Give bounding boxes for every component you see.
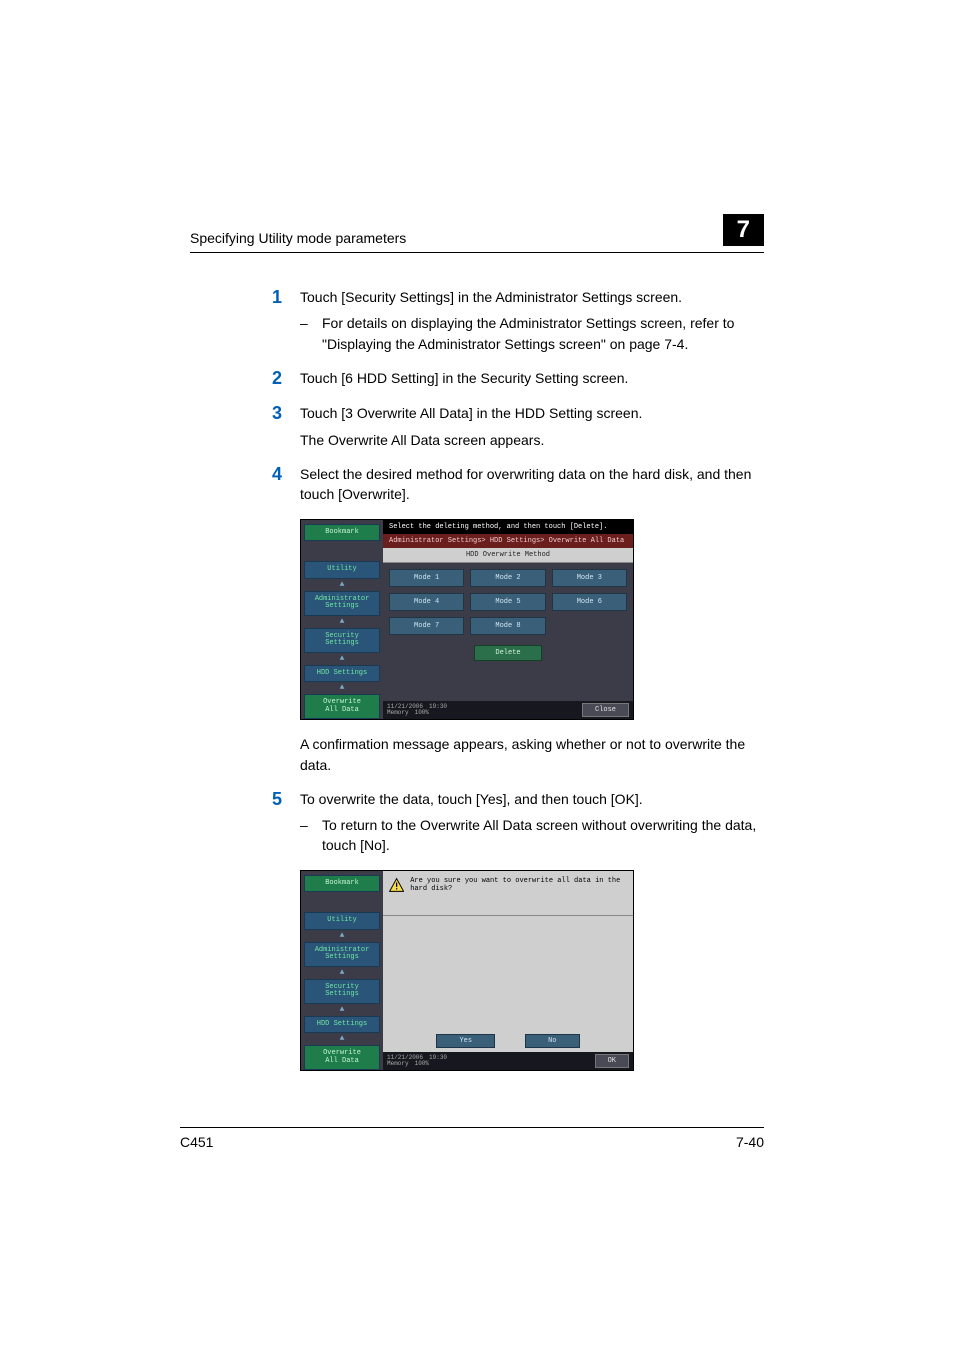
step: 1 Touch [Security Settings] in the Admin… — [190, 287, 764, 354]
panel-after-text-row: A confirmation message appears, asking w… — [190, 734, 764, 775]
step-sub: – To return to the Overwrite All Data sc… — [300, 815, 764, 856]
step-body: Touch [Security Settings] in the Adminis… — [300, 287, 764, 354]
sidebar-bookmark[interactable]: Bookmark — [304, 524, 380, 542]
mode-button[interactable]: Mode 5 — [470, 593, 545, 611]
step-text: Touch [Security Settings] in the Adminis… — [300, 287, 764, 307]
step-sub-text: To return to the Overwrite All Data scre… — [322, 815, 764, 856]
up-arrow-icon: ▲ — [340, 970, 345, 976]
step: 2 Touch [6 HDD Setting] in the Security … — [190, 368, 764, 390]
up-arrow-icon: ▲ — [340, 1036, 345, 1042]
delete-button[interactable]: Delete — [474, 645, 541, 661]
panel-body: Mode 1 Mode 2 Mode 3 Mode 4 Mode 5 Mode … — [383, 563, 633, 702]
footer-mem-val: 100% — [415, 710, 429, 716]
footer-mem-label: Memory — [387, 1061, 409, 1067]
step-body: To overwrite the data, touch [Yes], and … — [300, 789, 764, 856]
step-body: Touch [3 Overwrite All Data] in the HDD … — [300, 403, 764, 450]
sidebar-admin-settings[interactable]: Administrator Settings — [304, 942, 380, 967]
dash-icon: – — [300, 313, 322, 354]
step-number: 1 — [190, 287, 300, 354]
confirm-message-row: Are you sure you want to overwrite all d… — [383, 871, 633, 916]
steps-list: 1 Touch [Security Settings] in the Admin… — [190, 287, 764, 1071]
mode-button[interactable]: Mode 6 — [552, 593, 627, 611]
dash-icon: – — [300, 815, 322, 856]
mode-button[interactable]: Mode 3 — [552, 569, 627, 587]
ok-button[interactable]: OK — [595, 1054, 629, 1068]
footer-mem-val: 100% — [415, 1061, 429, 1067]
sidebar-hdd-settings[interactable]: HDD Settings — [304, 665, 380, 683]
sidebar-hdd-settings[interactable]: HDD Settings — [304, 1016, 380, 1034]
no-button[interactable]: No — [525, 1034, 579, 1048]
step-number: 4 — [190, 464, 300, 505]
page-footer: C451 7-40 — [180, 1127, 764, 1150]
up-arrow-icon: ▲ — [340, 933, 345, 939]
confirm-text: Are you sure you want to overwrite all d… — [410, 877, 627, 893]
up-arrow-icon: ▲ — [340, 582, 345, 588]
step-text-after: The Overwrite All Data screen appears. — [300, 430, 764, 450]
chapter-badge: 7 — [723, 214, 764, 246]
step: 3 Touch [3 Overwrite All Data] in the HD… — [190, 403, 764, 450]
sidebar-admin-settings[interactable]: Administrator Settings — [304, 591, 380, 616]
step-text: Select the desired method for overwritin… — [300, 464, 764, 505]
up-arrow-icon: ▲ — [340, 1007, 345, 1013]
header-title: Specifying Utility mode parameters — [190, 230, 406, 246]
mode-button[interactable]: Mode 4 — [389, 593, 464, 611]
up-arrow-icon: ▲ — [340, 685, 345, 691]
step: 5 To overwrite the data, touch [Yes], an… — [190, 789, 764, 856]
yes-button[interactable]: Yes — [436, 1034, 495, 1048]
sidebar-utility[interactable]: Utility — [304, 912, 380, 930]
sidebar-overwrite-all[interactable]: Overwrite All Data — [304, 694, 380, 719]
footer-mem-label: Memory — [387, 710, 409, 716]
page-header: Specifying Utility mode parameters 7 — [190, 214, 764, 253]
content-area: Specifying Utility mode parameters 7 1 T… — [190, 214, 764, 1085]
panel-footer: 11/21/2006 19:30 Memory 100% Close — [383, 701, 633, 719]
mode-button[interactable]: Mode 1 — [389, 569, 464, 587]
step-text: Touch [3 Overwrite All Data] in the HDD … — [300, 403, 764, 423]
step-text: To overwrite the data, touch [Yes], and … — [300, 789, 764, 809]
sidebar-security-settings[interactable]: Security Settings — [304, 628, 380, 653]
panel-main: Select the deleting method, and then tou… — [383, 520, 633, 720]
sidebar-overwrite-all[interactable]: Overwrite All Data — [304, 1045, 380, 1070]
step-number: 2 — [190, 368, 300, 390]
mode-button[interactable]: Mode 7 — [389, 617, 464, 635]
up-arrow-icon: ▲ — [340, 619, 345, 625]
footer-page-number: 7-40 — [736, 1134, 764, 1150]
panel-after-text: A confirmation message appears, asking w… — [300, 734, 764, 775]
step: 4 Select the desired method for overwrit… — [190, 464, 764, 505]
panel-instruction: Select the deleting method, and then tou… — [383, 520, 633, 534]
step-body: Touch [6 HDD Setting] in the Security Se… — [300, 368, 764, 390]
step-body: Select the desired method for overwritin… — [300, 464, 764, 505]
page: Specifying Utility mode parameters 7 1 T… — [0, 0, 954, 1350]
panel-title: HDD Overwrite Method — [383, 548, 633, 563]
breadcrumb: Administrator Settings> HDD Settings> Ov… — [383, 534, 633, 548]
footer-model: C451 — [180, 1134, 213, 1150]
step-text: Touch [6 HDD Setting] in the Security Se… — [300, 368, 764, 388]
mode-button[interactable]: Mode 8 — [470, 617, 545, 635]
panel-sidebar: Bookmark Utility ▲ Administrator Setting… — [301, 520, 383, 720]
step-number: 5 — [190, 789, 300, 856]
mode-button[interactable]: Mode 2 — [470, 569, 545, 587]
sidebar-security-settings[interactable]: Security Settings — [304, 979, 380, 1004]
sidebar-utility[interactable]: Utility — [304, 561, 380, 579]
warning-icon — [389, 877, 404, 893]
confirm-panel: Bookmark Utility ▲ Administrator Setting… — [300, 870, 634, 1072]
panel-sidebar: Bookmark Utility ▲ Administrator Setting… — [301, 871, 383, 1071]
up-arrow-icon: ▲ — [340, 656, 345, 662]
overwrite-panel: Bookmark Utility ▲ Administrator Setting… — [300, 519, 634, 721]
step-number: 3 — [190, 403, 300, 450]
close-button[interactable]: Close — [582, 703, 629, 717]
panel-footer: 11/21/2006 19:30 Memory 100% OK — [383, 1052, 633, 1070]
step-sub-text: For details on displaying the Administra… — [322, 313, 764, 354]
sidebar-bookmark[interactable]: Bookmark — [304, 875, 380, 893]
panel-main: Are you sure you want to overwrite all d… — [383, 871, 633, 1071]
step-sub: – For details on displaying the Administ… — [300, 313, 764, 354]
